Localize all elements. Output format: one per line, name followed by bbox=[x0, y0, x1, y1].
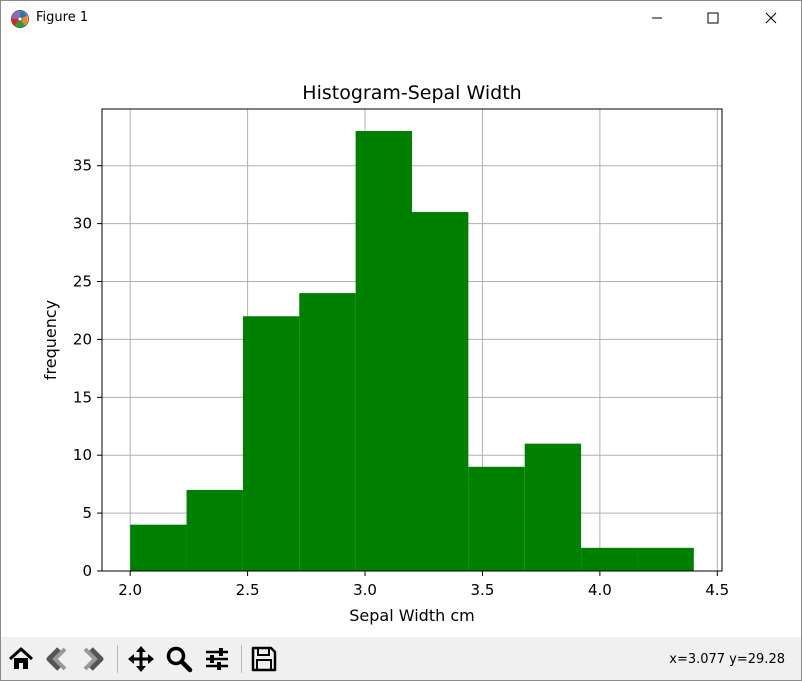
navigation-toolbar: x=3.077 y=29.28 bbox=[1, 637, 801, 680]
histogram-bar bbox=[468, 466, 525, 571]
minimize-button[interactable] bbox=[629, 1, 685, 35]
histogram-bar bbox=[637, 547, 694, 571]
sliders-icon bbox=[206, 648, 228, 670]
chart-title: Histogram-Sepal Width bbox=[302, 82, 521, 104]
x-tick-label: 4.5 bbox=[705, 581, 729, 599]
maximize-button[interactable] bbox=[685, 1, 741, 35]
x-tick-label: 4.0 bbox=[588, 581, 612, 599]
y-tick-label: 0 bbox=[82, 562, 92, 580]
histogram-bar bbox=[130, 524, 187, 571]
magnifier-icon bbox=[166, 646, 193, 673]
x-tick-label: 3.0 bbox=[353, 581, 377, 599]
configure-subplots-button[interactable] bbox=[201, 643, 233, 675]
forward-button[interactable] bbox=[77, 643, 109, 675]
x-tick-label: 2.0 bbox=[118, 581, 142, 599]
pan-move-icon bbox=[128, 646, 154, 672]
histogram-bar bbox=[242, 316, 300, 571]
home-icon bbox=[8, 647, 34, 669]
pan-button[interactable] bbox=[125, 643, 157, 675]
x-axis-label: Sepal Width cm bbox=[349, 606, 474, 625]
y-tick-label: 35 bbox=[73, 157, 92, 175]
histogram-bar bbox=[524, 443, 582, 571]
x-tick-label: 3.5 bbox=[471, 581, 495, 599]
matplotlib-logo-icon bbox=[10, 9, 30, 29]
close-button[interactable] bbox=[743, 1, 799, 35]
y-tick-label: 5 bbox=[82, 504, 92, 522]
forward-arrow-icon bbox=[83, 647, 104, 671]
histogram-bar bbox=[355, 131, 412, 571]
cursor-coordinates: x=3.077 y=29.28 bbox=[669, 652, 785, 667]
histogram-bar bbox=[412, 212, 469, 572]
y-axis-label: frequency bbox=[41, 300, 60, 380]
histogram-chart: 2.0 2.5 3.0 3.5 4.0 4.5 0 5 10 15 20 25 30 35 Histogr… bbox=[41, 82, 729, 625]
window-title: Figure 1 bbox=[36, 10, 89, 25]
maximize-icon bbox=[707, 12, 719, 24]
zoom-button[interactable] bbox=[163, 643, 195, 675]
toolbar-separator bbox=[241, 645, 242, 673]
save-figure-button[interactable] bbox=[248, 643, 280, 675]
y-tick-label: 30 bbox=[73, 215, 92, 233]
x-tick-label: 2.5 bbox=[236, 581, 260, 599]
back-button[interactable] bbox=[41, 643, 73, 675]
histogram-bar bbox=[581, 547, 638, 571]
close-icon bbox=[765, 12, 777, 24]
axes-frame bbox=[101, 108, 723, 572]
y-tick-label: 15 bbox=[73, 388, 92, 406]
figure-canvas[interactable]: 2.0 2.5 3.0 3.5 4.0 4.5 0 5 10 15 20 25 30 35 Histogr… bbox=[1, 35, 801, 636]
y-tick-label: 20 bbox=[73, 330, 92, 348]
histogram-bar bbox=[186, 489, 243, 571]
histogram-bar bbox=[299, 293, 356, 571]
y-tick-label: 10 bbox=[73, 446, 92, 464]
y-tick-label: 25 bbox=[73, 273, 92, 291]
home-button[interactable] bbox=[5, 643, 37, 675]
toolbar-separator bbox=[117, 645, 118, 673]
minimize-icon bbox=[652, 17, 662, 19]
title-bar[interactable]: Figure 1 bbox=[1, 1, 801, 35]
back-arrow-icon bbox=[46, 647, 67, 671]
floppy-disk-icon bbox=[251, 646, 277, 672]
